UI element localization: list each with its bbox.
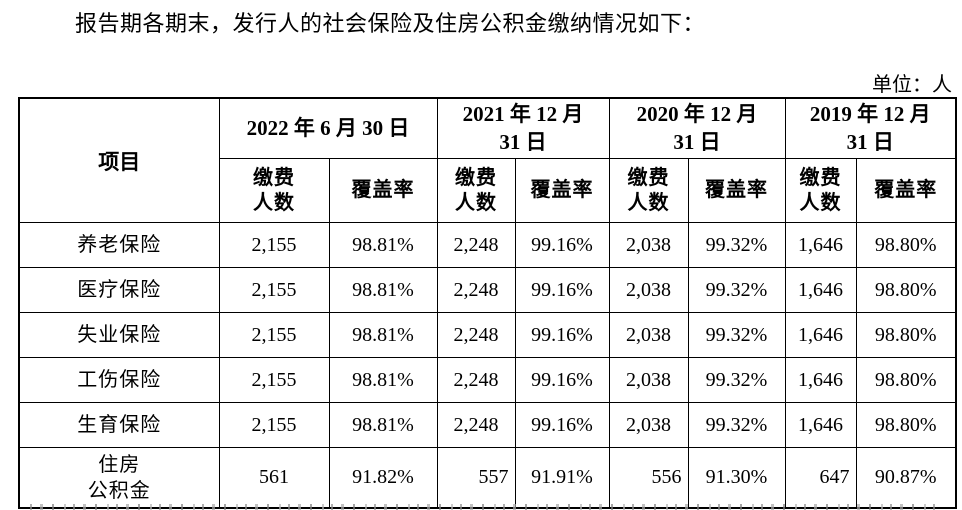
column-header-payers: 缴费 人数 [608, 158, 689, 223]
coverage-value-cell: 99.16% [514, 312, 610, 358]
cutoff-text-remnant [30, 504, 942, 510]
table-row: 住房 公积金 561 91.82% 557 91.91% 556 91.30% 647 90.8… [18, 447, 957, 509]
column-header-period-2022: 2022 年 6 月 30 日 [218, 97, 438, 159]
coverage-value-cell: 90.87% [855, 447, 957, 509]
table-row: 医疗保险 2,155 98.81% 2,248 99.16% 2,038 99.32% 1,6… [18, 267, 957, 313]
coverage-value-cell: 98.81% [328, 267, 438, 313]
item-label: 生育保险 [18, 402, 220, 448]
payers-value-cell: 2,248 [436, 402, 516, 448]
column-header-payers: 缴费 人数 [218, 158, 330, 223]
coverage-value-cell: 99.32% [687, 312, 786, 358]
column-header-item: 项目 [18, 97, 220, 223]
table-row: 生育保险 2,155 98.81% 2,248 99.16% 2,038 99.32% 1,6… [18, 402, 957, 448]
column-header-payers: 缴费 人数 [436, 158, 516, 223]
column-header-period-2021: 2021 年 12 月 31 日 [436, 97, 610, 159]
coverage-value-cell: 98.80% [855, 222, 957, 268]
payers-value-cell: 1,646 [784, 312, 857, 358]
coverage-value-cell: 99.32% [687, 357, 786, 403]
payers-value-cell: 2,155 [218, 222, 330, 268]
payers-value-cell: 2,248 [436, 222, 516, 268]
coverage-value-cell: 98.80% [855, 402, 957, 448]
column-header-coverage: 覆盖率 [687, 158, 786, 223]
coverage-value-cell: 99.32% [687, 222, 786, 268]
coverage-value-cell: 99.16% [514, 267, 610, 313]
payers-value-cell: 561 [218, 447, 330, 509]
table-row: 工伤保险 2,155 98.81% 2,248 99.16% 2,038 99.32% 1,6… [18, 357, 957, 403]
coverage-value-cell: 98.81% [328, 312, 438, 358]
payers-value-cell: 2,038 [608, 402, 689, 448]
payers-value-cell: 2,038 [608, 222, 689, 268]
payers-value-cell: 2,248 [436, 312, 516, 358]
coverage-value-cell: 99.32% [687, 402, 786, 448]
coverage-value-cell: 98.80% [855, 267, 957, 313]
coverage-value-cell: 91.30% [687, 447, 786, 509]
table-body: 养老保险 2,155 98.81% 2,248 99.16% 2,038 99.32% 1,6… [18, 222, 957, 509]
table-row: 养老保险 2,155 98.81% 2,248 99.16% 2,038 99.32% 1,6… [18, 222, 957, 268]
column-header-period-2020: 2020 年 12 月 31 日 [608, 97, 786, 159]
column-header-coverage: 覆盖率 [328, 158, 438, 223]
payers-value-cell: 2,248 [436, 267, 516, 313]
coverage-value-cell: 98.81% [328, 222, 438, 268]
table-row: 失业保险 2,155 98.81% 2,248 99.16% 2,038 99.32% 1,6… [18, 312, 957, 358]
payers-value-cell: 1,646 [784, 267, 857, 313]
column-header-period-2019: 2019 年 12 月 31 日 [784, 97, 957, 159]
social-insurance-table: 项目 2022 年 6 月 30 日 2021 年 12 月 31 日 2020… [18, 97, 957, 509]
sub-header-row: 缴费 人数 覆盖率 缴费 人数 覆盖率 缴费 人数 覆盖率 缴费 人数 覆盖率 [19, 158, 957, 223]
item-label: 医疗保险 [18, 267, 220, 313]
coverage-value-cell: 98.80% [855, 312, 957, 358]
unit-label: 单位：人 [872, 74, 952, 96]
payers-value-cell: 2,155 [218, 267, 330, 313]
payers-value-cell: 2,248 [436, 357, 516, 403]
coverage-value-cell: 98.80% [855, 357, 957, 403]
payers-value-cell: 2,155 [218, 402, 330, 448]
payers-value-cell: 2,155 [218, 357, 330, 403]
period-header-row: 项目 2022 年 6 月 30 日 2021 年 12 月 31 日 2020… [18, 97, 957, 223]
coverage-value-cell: 98.81% [328, 402, 438, 448]
payers-value-cell: 2,038 [608, 357, 689, 403]
coverage-value-cell: 91.82% [328, 447, 438, 509]
payers-value-cell: 556 [608, 447, 689, 509]
column-header-coverage: 覆盖率 [855, 158, 957, 223]
intro-text: 报告期各期末，发行人的社会保险及住房公积金缴纳情况如下： [75, 11, 706, 36]
coverage-value-cell: 99.16% [514, 357, 610, 403]
table-header: 项目 2022 年 6 月 30 日 2021 年 12 月 31 日 2020… [18, 97, 957, 223]
item-label: 养老保险 [18, 222, 220, 268]
coverage-value-cell: 99.16% [514, 402, 610, 448]
coverage-value-cell: 99.16% [514, 222, 610, 268]
item-label: 工伤保险 [18, 357, 220, 403]
payers-value-cell: 2,038 [608, 312, 689, 358]
payers-value-cell: 1,646 [784, 222, 857, 268]
coverage-value-cell: 99.32% [687, 267, 786, 313]
payers-value-cell: 1,646 [784, 357, 857, 403]
payers-value-cell: 1,646 [784, 402, 857, 448]
coverage-value-cell: 98.81% [328, 357, 438, 403]
item-label: 失业保险 [18, 312, 220, 358]
payers-value-cell: 2,038 [608, 267, 689, 313]
payers-value-cell: 647 [784, 447, 857, 509]
payers-value-cell: 2,155 [218, 312, 330, 358]
item-label: 住房 公积金 [18, 447, 220, 509]
coverage-value-cell: 91.91% [514, 447, 610, 509]
column-header-coverage: 覆盖率 [514, 158, 610, 223]
payers-value-cell: 557 [436, 447, 516, 509]
column-header-payers: 缴费 人数 [784, 158, 857, 223]
